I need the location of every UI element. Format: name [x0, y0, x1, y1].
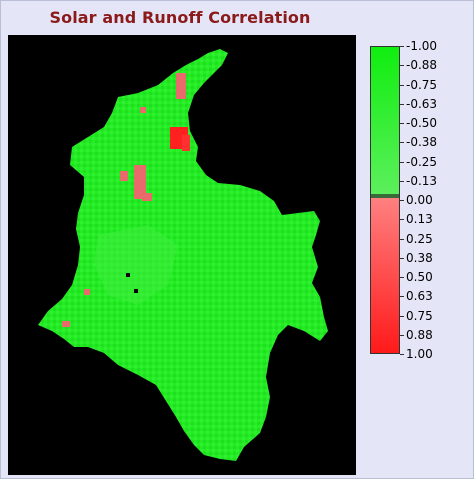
patch-center-c: [142, 193, 152, 201]
legend-label: 0.13: [406, 212, 433, 226]
legend-label: 0.75: [406, 309, 433, 323]
country-region: [38, 49, 328, 461]
patch-dark-a: [126, 273, 130, 277]
legend-label: -1.00: [406, 39, 438, 53]
legend-tick: [400, 85, 404, 86]
legend-label: -0.13: [406, 174, 438, 188]
patch-dark-b: [134, 289, 138, 293]
legend-label: 0.00: [406, 193, 433, 207]
legend-tick: [400, 142, 404, 143]
legend-label: -0.63: [406, 97, 438, 111]
patch-north: [176, 73, 186, 99]
legend-tick: [400, 162, 404, 163]
legend-tick: [400, 219, 404, 220]
colombia-map: [38, 49, 328, 461]
legend-tick: [400, 46, 404, 47]
legend-label: 0.88: [406, 328, 433, 342]
legend-label: 1.00: [406, 347, 433, 361]
legend-tick: [400, 335, 404, 336]
patch-center-a: [134, 165, 146, 199]
patch-west-small: [84, 289, 90, 295]
legend-tick: [400, 354, 404, 355]
color-legend: -1.00 -0.88 -0.75 -0.63 -0.50 -0.38 -0.25 -0.13…: [370, 40, 470, 362]
legend-label: -0.25: [406, 155, 438, 169]
map-title: Solar and Runoff Correlation: [49, 8, 311, 27]
legend-label: 0.25: [406, 232, 433, 246]
legend-tick: [400, 200, 404, 201]
legend-tick: [400, 239, 404, 240]
patch-center-b: [120, 171, 128, 181]
patch-northeast-strong-b: [182, 135, 190, 151]
legend-tick: [400, 258, 404, 259]
central-shade: [94, 225, 178, 305]
legend-tick: [400, 296, 404, 297]
legend-tick: [400, 104, 404, 105]
legend-tick: [400, 181, 404, 182]
legend-tick: [400, 65, 404, 66]
legend-label: -0.88: [406, 58, 438, 72]
map-panel: [8, 35, 356, 475]
legend-label: -0.38: [406, 135, 438, 149]
legend-tick: [400, 277, 404, 278]
legend-color-bar: [370, 46, 400, 354]
legend-label: 0.38: [406, 251, 433, 265]
legend-label: 0.63: [406, 289, 433, 303]
legend-label: 0.50: [406, 270, 433, 284]
patch-north-small: [140, 107, 146, 113]
legend-tick: [400, 123, 404, 124]
patch-southwest: [62, 321, 70, 327]
legend-label: -0.50: [406, 116, 438, 130]
legend-tick: [400, 316, 404, 317]
legend-label: -0.75: [406, 78, 438, 92]
